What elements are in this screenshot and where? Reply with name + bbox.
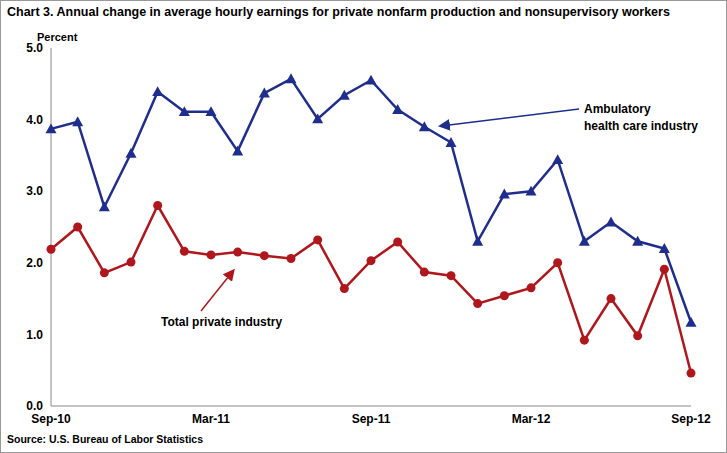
html-text:Chart 3. Annual change in aver: Chart 3. Annual change in average hourly… (7, 5, 670, 19)
svg-text:1.0: 1.0 (26, 328, 43, 342)
svg-text:0.0: 0.0 (26, 399, 43, 413)
html-text:Percent: Percent (37, 31, 78, 43)
svg-text:Sep-12: Sep-12 (671, 412, 711, 426)
svg-text:5.0: 5.0 (26, 41, 43, 55)
html-text:Source: U.S. Bureau of Labor S: Source: U.S. Bureau of Labor Statistics (7, 433, 203, 445)
html-text:health care industry: health care industry (584, 119, 698, 133)
svg-text:3.0: 3.0 (26, 184, 43, 198)
svg-text:Mar-11: Mar-11 (192, 412, 230, 426)
svg-text:Sep-10: Sep-10 (31, 412, 71, 426)
html-text:Total private industry: Total private industry (161, 315, 283, 329)
svg-text:Sep-11: Sep-11 (352, 412, 391, 426)
svg-text:4.0: 4.0 (26, 113, 43, 127)
svg-text:Mar-12: Mar-12 (512, 412, 551, 426)
svg-text:2.0: 2.0 (26, 256, 43, 270)
html-text:Ambulatory: Ambulatory (584, 102, 651, 116)
